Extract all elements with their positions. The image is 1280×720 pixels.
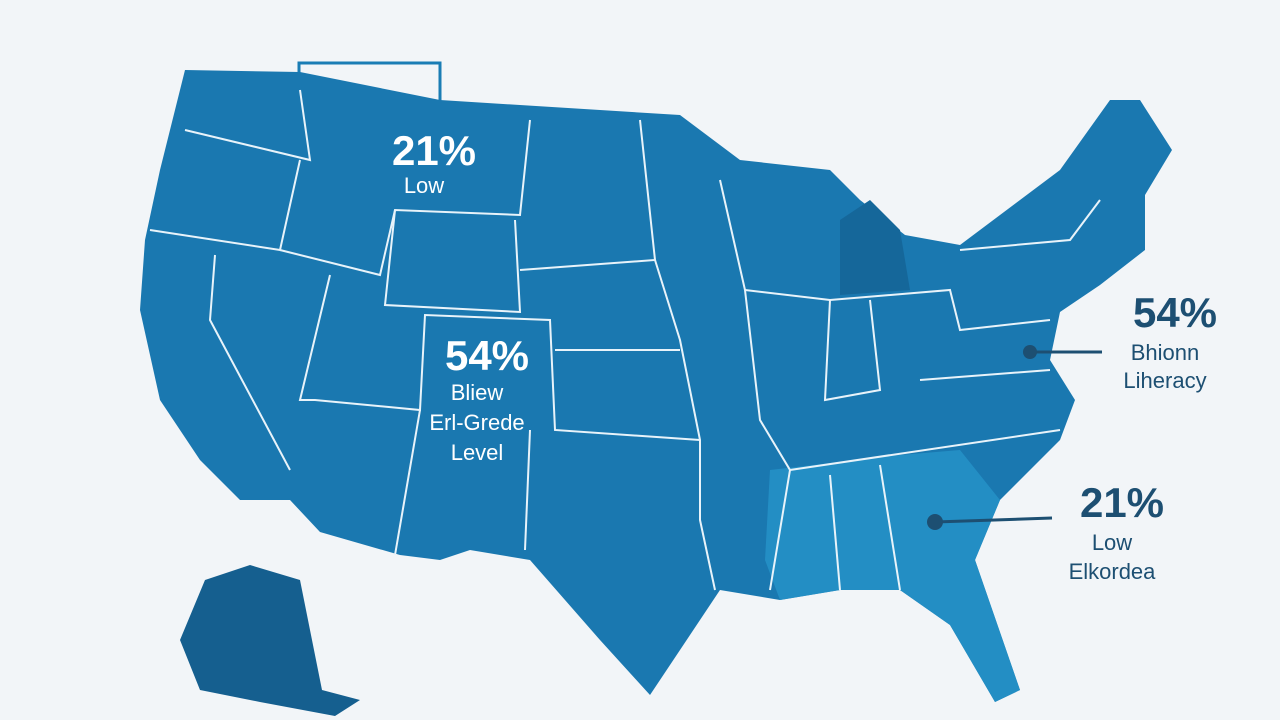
leader-dot [927, 514, 943, 530]
annotation-value: 21% [392, 127, 476, 174]
annotation-label: Bliew [451, 380, 504, 405]
annotation-label: Low [1092, 530, 1132, 555]
annotation-label: Level [451, 440, 504, 465]
annotation-value: 21% [1080, 479, 1164, 526]
annotation-label: Erl-Grede [429, 410, 524, 435]
leaders [927, 345, 1102, 530]
state-borders [149, 89, 1101, 591]
michigan [840, 200, 910, 295]
annotation-value: 54% [445, 332, 529, 379]
leader-line [934, 516, 1053, 524]
annotations: 21%Low54%BliewErl-GredeLevel54%BhionnLih… [392, 127, 1217, 584]
annotation-label: Low [404, 173, 444, 198]
leader-dot [1023, 345, 1037, 359]
southeast-region [765, 450, 1020, 702]
alaska [180, 565, 360, 716]
annotation-label: Bhionn [1131, 340, 1200, 365]
annotation-label: Elkordea [1069, 559, 1157, 584]
annotation-value: 54% [1133, 289, 1217, 336]
annotation-label: Liheracy [1123, 368, 1206, 393]
